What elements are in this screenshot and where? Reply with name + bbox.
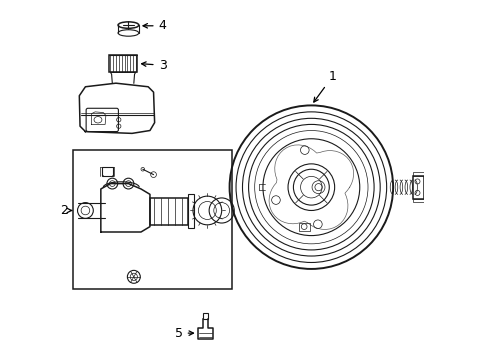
Bar (203, 314, 208, 319)
Bar (413, 176, 424, 199)
Text: 3: 3 (142, 59, 167, 72)
Text: 2: 2 (60, 204, 72, 217)
Bar (299, 223, 310, 231)
Text: 4: 4 (143, 19, 167, 32)
Bar (413, 199, 424, 202)
Bar (188, 194, 194, 228)
Bar (109, 55, 137, 72)
Ellipse shape (118, 22, 139, 28)
Bar (413, 172, 424, 176)
Text: 1: 1 (314, 69, 337, 102)
Bar (150, 198, 188, 225)
Bar (101, 167, 113, 176)
Text: 5: 5 (174, 327, 194, 339)
Bar (73, 149, 232, 289)
